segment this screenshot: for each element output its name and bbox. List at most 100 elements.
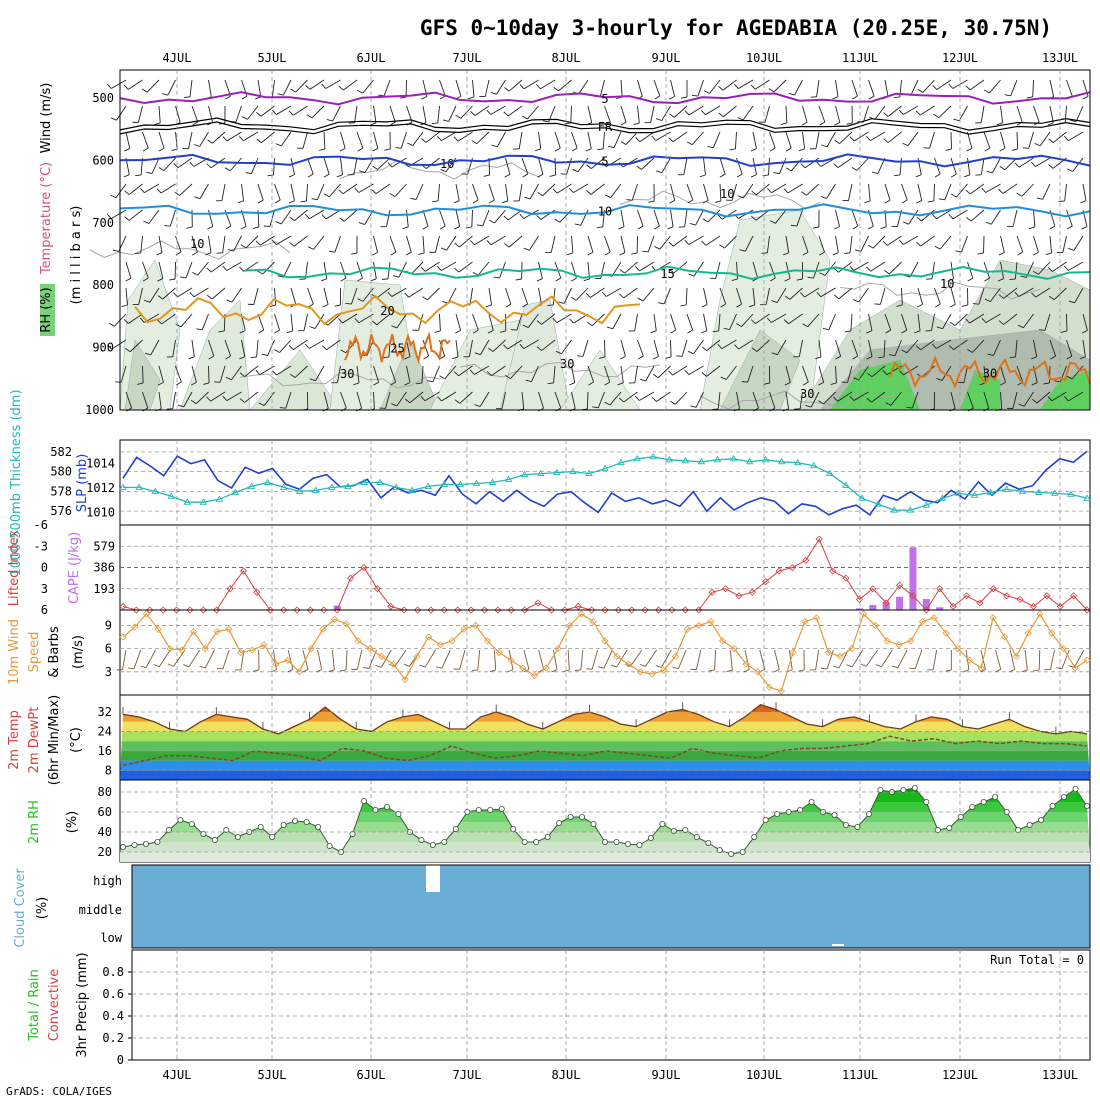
wind-barb xyxy=(158,235,163,253)
wind-barb-flag xyxy=(400,96,407,99)
wind-barb xyxy=(910,79,919,96)
wind-barb-flag xyxy=(141,88,148,93)
rh-marker xyxy=(969,804,976,811)
wind-barb-flag xyxy=(707,146,714,149)
wind-barb-flag xyxy=(371,189,377,194)
rh-marker xyxy=(590,821,597,828)
wind-barb-flag xyxy=(142,147,149,152)
y-tick-label: 1000 xyxy=(85,403,114,417)
wind-barb xyxy=(625,131,638,145)
wind-barb-flag xyxy=(288,110,294,116)
wind-barb-flag xyxy=(917,303,923,308)
wind-barb xyxy=(865,649,879,667)
wind-barb xyxy=(389,365,397,383)
y-axis-label: 3hr Precip (mm) xyxy=(75,952,90,1057)
wind-barb xyxy=(276,365,292,376)
lifted-index-marker xyxy=(909,592,917,600)
wind-barb-flag xyxy=(524,196,531,200)
wind-barb-flag xyxy=(454,267,460,273)
wind-barb-flag xyxy=(984,277,990,282)
wind-barb xyxy=(571,391,576,409)
wind-barb-flag xyxy=(537,191,543,197)
wind-barb xyxy=(799,391,803,409)
wind-barb xyxy=(688,235,704,245)
wind-barb-flag xyxy=(192,121,199,126)
thickness-marker xyxy=(569,467,577,475)
lifted-index-marker xyxy=(588,606,596,614)
wind-barb-flag xyxy=(256,111,262,117)
wind-barb-flag xyxy=(617,382,624,386)
wind-barb-flag xyxy=(239,356,245,360)
wind-barb-flag xyxy=(156,252,163,256)
rh-marker xyxy=(705,840,712,847)
wind-barb-flag xyxy=(889,354,896,357)
wind-barb xyxy=(764,105,770,123)
wind-barb-flag xyxy=(966,217,972,222)
wind-barb xyxy=(674,391,688,405)
wind-barb-flag xyxy=(1070,119,1077,123)
wind-barb-flag xyxy=(669,400,676,405)
lifted-index-line xyxy=(122,538,1088,611)
wind-barb-flag xyxy=(256,138,262,144)
wind-speed-marker xyxy=(577,610,586,618)
wind-barb xyxy=(768,157,770,175)
wind-barb xyxy=(911,391,919,409)
thickness-marker xyxy=(617,458,625,466)
wind-barb xyxy=(849,235,853,253)
wind-barb xyxy=(356,261,363,279)
rh-marker xyxy=(418,837,425,844)
wind-barb xyxy=(990,209,1001,225)
wind-barb-flag xyxy=(574,223,581,226)
thickness-marker xyxy=(328,483,336,490)
wind-barb xyxy=(541,313,556,325)
wind-barb-flag xyxy=(833,226,840,230)
wind-barb xyxy=(474,235,490,246)
wind-barb-flag xyxy=(454,226,460,230)
wind-barb-flag xyxy=(901,329,907,334)
wind-barb xyxy=(538,287,542,305)
wind-barb xyxy=(922,79,935,93)
wind-speed-marker xyxy=(636,668,644,676)
wind-barb xyxy=(315,365,325,381)
rh-marker xyxy=(303,819,310,826)
wind-barb-flag xyxy=(883,138,889,143)
wind-barb xyxy=(362,79,374,94)
wind-barb-flag xyxy=(194,196,201,200)
wind-barb-flag xyxy=(1056,667,1063,670)
wind-speed-marker xyxy=(401,675,409,684)
wind-speed-marker xyxy=(436,641,444,649)
contour-label: 30 xyxy=(983,367,997,381)
wind-barb xyxy=(1064,105,1067,123)
wind-speed-marker xyxy=(907,637,915,645)
wind-barb xyxy=(150,339,160,356)
wind-barb xyxy=(508,79,523,92)
wind-barb-flag xyxy=(1081,226,1088,230)
wind-barb xyxy=(828,313,836,330)
wind-barb xyxy=(775,209,787,224)
wind-barb-flag xyxy=(715,200,722,203)
wind-barb xyxy=(267,339,275,356)
thickness-marker xyxy=(810,461,818,469)
wind-barb-flag xyxy=(998,188,1004,194)
wind-barb-flag xyxy=(322,304,329,308)
wind-barb-flag xyxy=(750,84,756,90)
thickness-marker xyxy=(1051,489,1059,496)
wind-barb xyxy=(604,235,611,253)
x-tick-top-label: 12JUL xyxy=(942,51,978,65)
wind-barb xyxy=(695,391,704,408)
cloud-fill xyxy=(132,865,1090,948)
wind-barb xyxy=(1049,235,1052,253)
wind-barb-flag xyxy=(225,225,232,230)
grey-contour-label: 30 xyxy=(340,367,354,381)
wind-barb xyxy=(163,157,176,171)
x-tick-top-label: 13JUL xyxy=(1042,51,1078,65)
wind-barb xyxy=(447,287,457,304)
thickness-marker xyxy=(440,480,449,487)
wind-barb xyxy=(552,649,558,670)
wind-barb-flag xyxy=(214,381,221,383)
wind-barb xyxy=(244,391,259,403)
wind-barb xyxy=(590,183,605,195)
wind-barb-flag xyxy=(206,163,212,169)
wind-barb xyxy=(620,105,627,123)
wind-barb-flag xyxy=(605,194,611,198)
